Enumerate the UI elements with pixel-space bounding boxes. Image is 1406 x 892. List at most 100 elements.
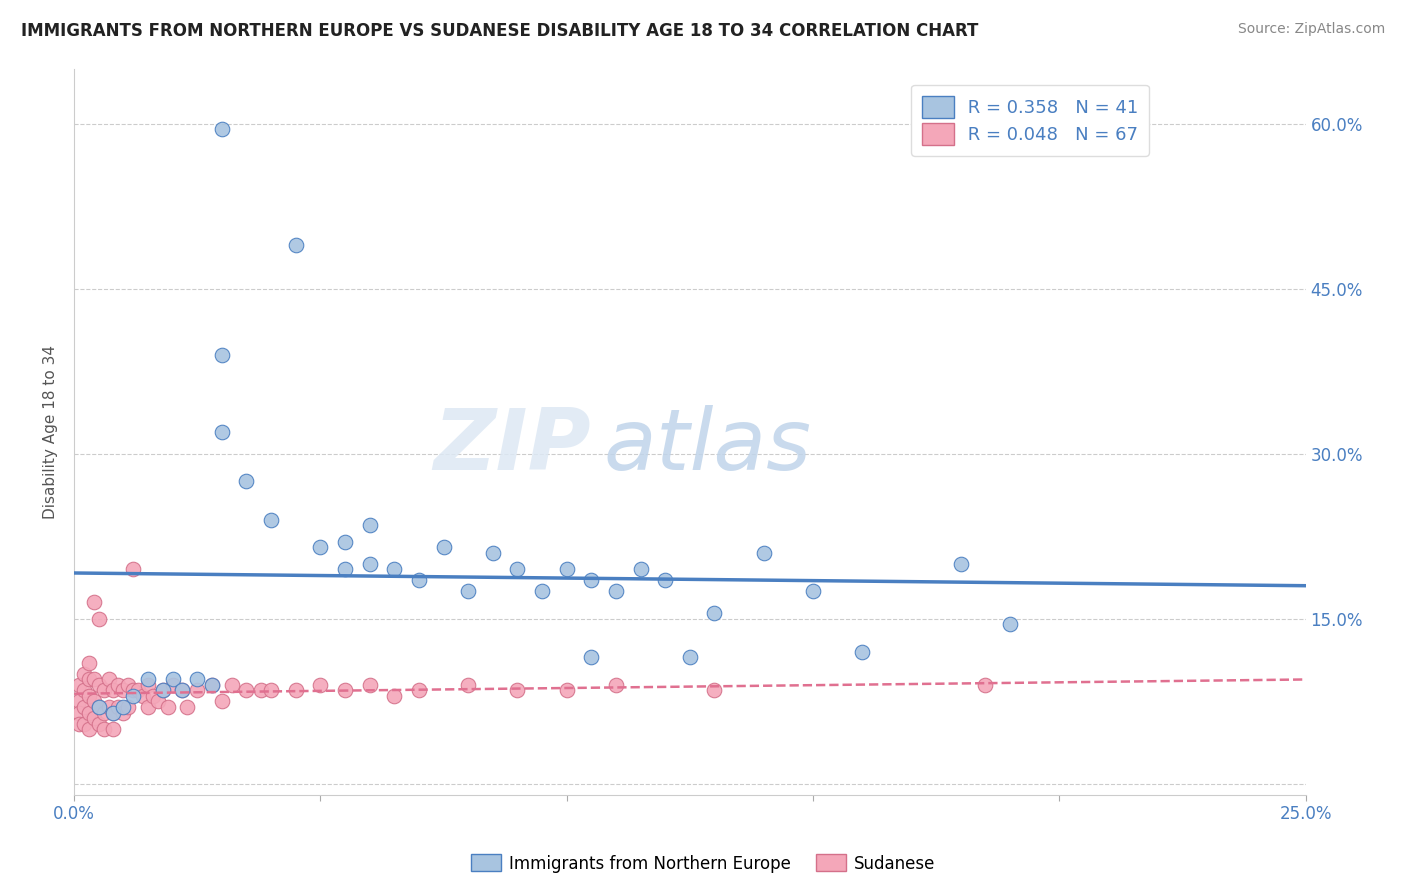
Point: [211, 122, 233, 136]
Point: [506, 683, 529, 698]
Point: [67, 678, 90, 692]
Point: [77, 706, 100, 720]
Point: [136, 700, 159, 714]
Point: [87, 678, 110, 692]
Point: [457, 678, 479, 692]
Point: [221, 678, 243, 692]
Point: [176, 700, 198, 714]
Point: [67, 716, 90, 731]
Text: IMMIGRANTS FROM NORTHERN EUROPE VS SUDANESE DISABILITY AGE 18 TO 34 CORRELATION : IMMIGRANTS FROM NORTHERN EUROPE VS SUDAN…: [21, 22, 979, 40]
Point: [117, 700, 139, 714]
Point: [97, 700, 120, 714]
Point: [284, 683, 307, 698]
Point: [186, 673, 208, 687]
Point: [211, 694, 233, 708]
Point: [136, 673, 159, 687]
Point: [555, 562, 578, 576]
Point: [481, 546, 503, 560]
Point: [211, 348, 233, 362]
Point: [235, 475, 257, 489]
Point: [309, 541, 332, 555]
Point: [152, 683, 174, 698]
Point: [73, 716, 96, 731]
Point: [998, 617, 1021, 632]
Point: [87, 700, 110, 714]
Point: [122, 683, 145, 698]
Point: [142, 689, 165, 703]
Point: [77, 722, 100, 736]
Text: Source: ZipAtlas.com: Source: ZipAtlas.com: [1237, 22, 1385, 37]
Point: [146, 694, 169, 708]
Point: [531, 584, 554, 599]
Point: [851, 645, 873, 659]
Point: [201, 678, 224, 692]
Point: [93, 683, 115, 698]
Point: [136, 678, 159, 692]
Point: [103, 722, 125, 736]
Point: [605, 678, 627, 692]
Point: [73, 667, 96, 681]
Legend:  R = 0.358   N = 41,  R = 0.048   N = 67: R = 0.358 N = 41, R = 0.048 N = 67: [911, 85, 1149, 156]
Point: [103, 683, 125, 698]
Point: [432, 541, 454, 555]
Point: [359, 678, 381, 692]
Point: [73, 700, 96, 714]
Point: [654, 574, 676, 588]
Point: [83, 595, 105, 609]
Point: [703, 607, 725, 621]
Point: [284, 237, 307, 252]
Point: [801, 584, 824, 599]
Point: [250, 683, 273, 698]
Point: [408, 574, 430, 588]
Point: [162, 673, 184, 687]
Point: [333, 562, 356, 576]
Legend: Immigrants from Northern Europe, Sudanese: Immigrants from Northern Europe, Sudanes…: [464, 847, 942, 880]
Point: [83, 673, 105, 687]
Point: [382, 689, 405, 703]
Point: [132, 689, 155, 703]
Point: [87, 716, 110, 731]
Point: [87, 700, 110, 714]
Point: [127, 683, 149, 698]
Point: [211, 425, 233, 439]
Point: [112, 700, 135, 714]
Point: [172, 683, 194, 698]
Point: [77, 656, 100, 670]
Point: [67, 694, 90, 708]
Point: [112, 683, 135, 698]
Y-axis label: Disability Age 18 to 34: Disability Age 18 to 34: [44, 345, 58, 519]
Point: [408, 683, 430, 698]
Point: [77, 689, 100, 703]
Point: [122, 689, 145, 703]
Point: [122, 562, 145, 576]
Point: [107, 678, 129, 692]
Point: [107, 700, 129, 714]
Point: [83, 694, 105, 708]
Point: [506, 562, 529, 576]
Point: [333, 683, 356, 698]
Point: [87, 612, 110, 626]
Point: [201, 678, 224, 692]
Point: [260, 683, 283, 698]
Point: [630, 562, 652, 576]
Point: [156, 700, 179, 714]
Point: [172, 683, 194, 698]
Point: [309, 678, 332, 692]
Point: [679, 650, 702, 665]
Point: [949, 557, 972, 571]
Point: [752, 546, 775, 560]
Point: [555, 683, 578, 698]
Point: [333, 534, 356, 549]
Point: [73, 683, 96, 698]
Point: [152, 683, 174, 698]
Point: [67, 706, 90, 720]
Point: [93, 706, 115, 720]
Point: [260, 513, 283, 527]
Point: [581, 650, 603, 665]
Point: [97, 673, 120, 687]
Point: [83, 711, 105, 725]
Point: [359, 518, 381, 533]
Point: [457, 584, 479, 599]
Point: [103, 706, 125, 720]
Point: [93, 722, 115, 736]
